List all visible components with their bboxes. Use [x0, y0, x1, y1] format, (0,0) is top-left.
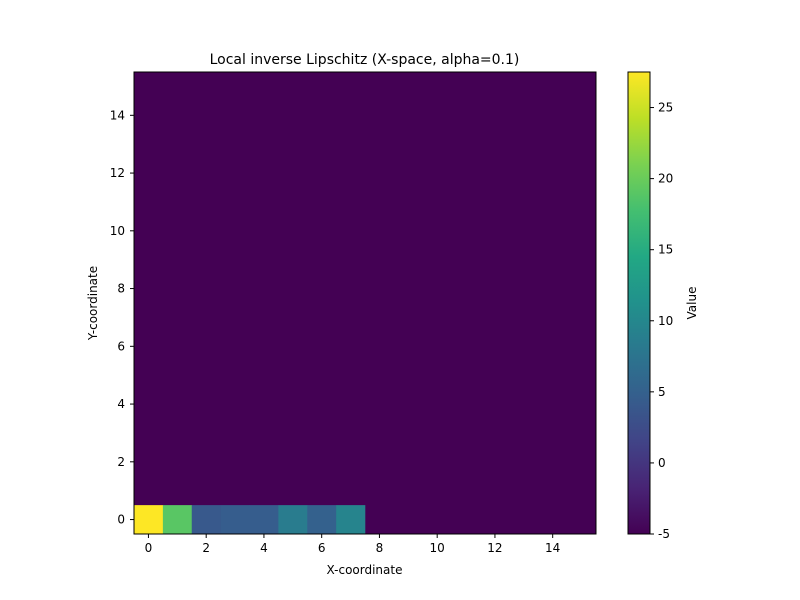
x-axis-label: X-coordinate: [327, 563, 403, 577]
heatmap-cell: [134, 505, 164, 534]
heatmap-cell: [249, 505, 279, 534]
y-tick-label: 14: [110, 108, 125, 122]
x-tick-label: 12: [487, 541, 502, 555]
y-axis-ticks: 0 2 4 6 8 10 12 14: [110, 108, 134, 527]
colorbar-tick-label: 5: [658, 385, 666, 399]
colorbar-tick-label: 25: [658, 101, 673, 115]
y-tick-label: 6: [117, 339, 125, 353]
heatmap-cell: [162, 505, 193, 534]
y-tick-label: 0: [117, 513, 125, 527]
y-tick-label: 2: [117, 455, 125, 469]
heatmap-cell: [307, 505, 337, 534]
colorbar-tick-label: 10: [658, 314, 673, 328]
x-tick-label: 14: [545, 541, 560, 555]
x-tick-label: 8: [376, 541, 384, 555]
x-axis-ticks: 0 2 4 6 8 10 12 14: [145, 534, 560, 555]
plot-frame: [133, 71, 597, 535]
colorbar-tick-label: 15: [658, 243, 673, 257]
colorbar-label: Value: [685, 287, 699, 320]
y-tick-label: 4: [117, 397, 125, 411]
chart-title: Local inverse Lipschitz (X-space, alpha=…: [210, 52, 520, 68]
colorbar-ticks: -5 0 5 10 15 20 25: [650, 101, 673, 541]
x-tick-label: 2: [202, 541, 210, 555]
heatmap-cell: [278, 505, 308, 534]
x-tick-label: 4: [260, 541, 268, 555]
colorbar: [627, 71, 651, 535]
y-axis-label: Y-coordinate: [86, 266, 100, 341]
heatmap-cells: [134, 505, 366, 534]
colorbar-tick-label: 0: [658, 456, 666, 470]
x-tick-label: 6: [318, 541, 326, 555]
colorbar-tick-label: -5: [658, 527, 670, 541]
y-tick-label: 8: [117, 282, 125, 296]
heatmap-cell: [191, 505, 221, 534]
x-tick-label: 10: [430, 541, 445, 555]
colorbar-tick-label: 20: [658, 172, 673, 186]
heatmap-cell: [220, 505, 250, 534]
heatmap-cell: [336, 505, 366, 534]
y-tick-label: 10: [110, 224, 125, 238]
y-tick-label: 12: [110, 166, 125, 180]
x-tick-label: 0: [145, 541, 153, 555]
heatmap-background: [134, 72, 596, 534]
